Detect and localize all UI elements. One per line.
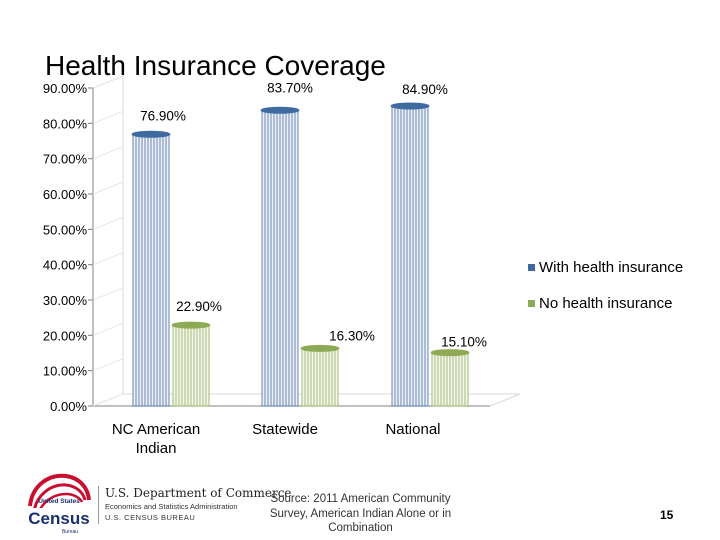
y-tick-label: 10.00%	[43, 364, 88, 379]
category-label: NC American	[112, 421, 200, 438]
y-tick-label: 70.00%	[43, 152, 88, 167]
y-tick-label: 0.00%	[50, 399, 87, 414]
y-tick-depth-line	[92, 110, 124, 124]
bar-cap	[171, 321, 211, 329]
floor-right-edge	[489, 393, 521, 407]
bar-cap	[430, 349, 470, 357]
data-label: 16.30%	[329, 328, 375, 343]
y-tick-depth-line	[92, 181, 124, 195]
y-tick-label: 40.00%	[43, 258, 88, 273]
svg-text:Census: Census	[28, 509, 89, 528]
bar-chart: 0.00% 10.00% 20.00% 30.00% 40.00% 50.00% 60.00…	[43, 75, 521, 457]
svg-text:United States: United States	[38, 498, 80, 505]
y-tick-label: 50.00%	[43, 222, 88, 237]
dept-of-commerce-block: U.S. Department of Commerce Economics an…	[98, 486, 292, 524]
svg-text:Bureau: Bureau	[62, 529, 78, 535]
bar-cap	[300, 344, 340, 352]
footer: Census United States Bureau U.S. Departm…	[0, 470, 720, 540]
y-tick-label: 20.00%	[43, 328, 88, 343]
data-label: 84.90%	[402, 82, 448, 97]
data-label: 15.10%	[441, 335, 487, 350]
y-tick-depth-line	[92, 216, 124, 230]
back-wall-edge	[92, 76, 124, 407]
census-bureau-logo: Census United States Bureau	[28, 473, 91, 535]
category-label: Statewide	[252, 421, 318, 438]
source-note: Source: 2011 American Community Survey, …	[269, 493, 452, 534]
y-tick-label: 90.00%	[43, 81, 88, 96]
y-tick-label: 30.00%	[43, 293, 88, 308]
legend-item-no-insurance: No health insurance	[528, 290, 683, 316]
bureau-name: U.S. CENSUS BUREAU	[105, 513, 196, 522]
y-tick-depth-line	[92, 358, 124, 372]
dept-name: U.S. Department of Commerce	[105, 486, 292, 500]
y-tick-depth-line	[92, 393, 124, 407]
bar-cap	[390, 102, 430, 110]
bar-cap	[260, 106, 300, 114]
page-number: 15	[660, 508, 674, 522]
y-tick-depth-line	[92, 146, 124, 160]
legend-label-no-insurance: No health insurance	[539, 294, 673, 312]
y-tick-label: 60.00%	[43, 187, 88, 202]
category-label: National	[385, 421, 440, 438]
chart-title: Health Insurance Coverage	[45, 50, 386, 81]
data-label: 22.90%	[176, 299, 222, 314]
legend-swatch-no-insurance	[528, 299, 535, 307]
y-tick-label: 80.00%	[43, 116, 88, 131]
bar-cap	[131, 130, 171, 138]
dept-sub: Economics and Statistics Administration	[105, 502, 238, 511]
legend-item-with-insurance: With health insurance	[528, 254, 683, 280]
y-tick-depth-line	[92, 287, 124, 301]
data-label: 83.70%	[267, 80, 313, 95]
data-label: 76.90%	[140, 108, 186, 123]
legend-label-with-insurance: With health insurance	[539, 258, 684, 276]
y-tick-depth-line	[92, 252, 124, 266]
y-tick-depth-line	[92, 322, 124, 336]
legend-swatch-with-insurance	[528, 263, 535, 271]
y-tick-depth-line	[92, 75, 124, 89]
legend: With health insurance No health insuranc…	[528, 254, 683, 326]
category-label: Indian	[136, 440, 177, 457]
